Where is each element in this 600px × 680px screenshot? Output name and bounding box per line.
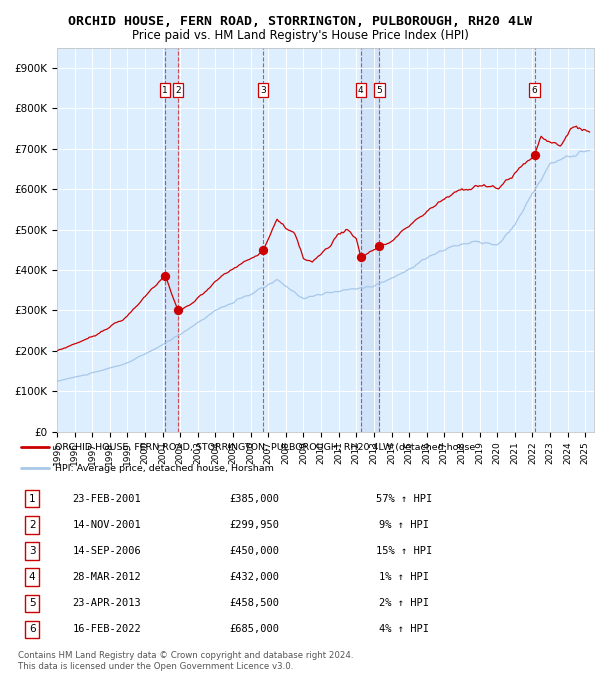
Text: ORCHID HOUSE, FERN ROAD, STORRINGTON, PULBOROUGH, RH20 4LW (detached house: ORCHID HOUSE, FERN ROAD, STORRINGTON, PU… [55,443,475,452]
Text: 6: 6 [29,624,35,634]
Text: 4: 4 [29,572,35,582]
Text: 14-SEP-2006: 14-SEP-2006 [73,546,142,556]
Text: 5: 5 [29,598,35,608]
Text: 2% ↑ HPI: 2% ↑ HPI [379,598,428,608]
Point [374,241,384,252]
Text: 2: 2 [29,520,35,530]
Point [356,252,365,262]
Text: 1: 1 [162,86,168,95]
Text: Contains HM Land Registry data © Crown copyright and database right 2024.: Contains HM Land Registry data © Crown c… [18,651,353,660]
Text: 9% ↑ HPI: 9% ↑ HPI [379,520,428,530]
Text: 4: 4 [358,86,364,95]
Text: 1% ↑ HPI: 1% ↑ HPI [379,572,428,582]
Text: 23-APR-2013: 23-APR-2013 [73,598,142,608]
Text: 28-MAR-2012: 28-MAR-2012 [73,572,142,582]
Text: HPI: Average price, detached house, Horsham: HPI: Average price, detached house, Hors… [55,464,274,473]
Text: 3: 3 [29,546,35,556]
Text: Price paid vs. HM Land Registry's House Price Index (HPI): Price paid vs. HM Land Registry's House … [131,29,469,41]
Text: £299,950: £299,950 [229,520,279,530]
Text: £432,000: £432,000 [229,572,279,582]
Text: 6: 6 [532,86,538,95]
Text: £685,000: £685,000 [229,624,279,634]
Point [530,150,539,160]
Text: 4% ↑ HPI: 4% ↑ HPI [379,624,428,634]
Text: 16-FEB-2022: 16-FEB-2022 [73,624,142,634]
Text: 57% ↑ HPI: 57% ↑ HPI [376,494,432,504]
Bar [361,48,379,432]
Text: £450,000: £450,000 [229,546,279,556]
Text: 14-NOV-2001: 14-NOV-2001 [73,520,142,530]
Text: £458,500: £458,500 [229,598,279,608]
Text: 2: 2 [175,86,181,95]
Text: 1: 1 [29,494,35,504]
Bar [165,48,178,432]
Point [173,305,183,316]
Text: ORCHID HOUSE, FERN ROAD, STORRINGTON, PULBOROUGH, RH20 4LW: ORCHID HOUSE, FERN ROAD, STORRINGTON, PU… [68,15,532,28]
Text: 5: 5 [377,86,382,95]
Point [259,244,268,255]
Point [160,271,170,282]
Text: This data is licensed under the Open Government Licence v3.0.: This data is licensed under the Open Gov… [18,662,293,671]
Text: 23-FEB-2001: 23-FEB-2001 [73,494,142,504]
Text: £385,000: £385,000 [229,494,279,504]
Text: 3: 3 [260,86,266,95]
Text: 15% ↑ HPI: 15% ↑ HPI [376,546,432,556]
